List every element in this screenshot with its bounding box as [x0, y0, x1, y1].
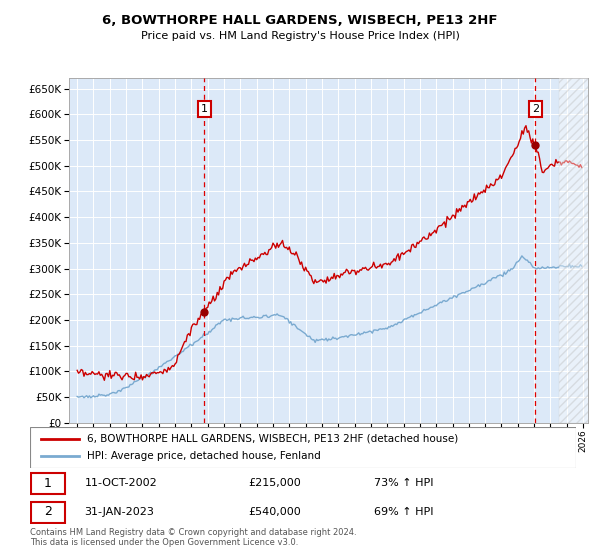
Text: 73% ↑ HPI: 73% ↑ HPI — [374, 478, 433, 488]
Text: 31-JAN-2023: 31-JAN-2023 — [85, 507, 154, 517]
Text: Price paid vs. HM Land Registry's House Price Index (HPI): Price paid vs. HM Land Registry's House … — [140, 31, 460, 41]
FancyBboxPatch shape — [31, 473, 65, 494]
Text: 1: 1 — [44, 477, 52, 489]
Text: £540,000: £540,000 — [248, 507, 301, 517]
Text: Contains HM Land Registry data © Crown copyright and database right 2024.
This d: Contains HM Land Registry data © Crown c… — [30, 528, 356, 547]
FancyBboxPatch shape — [30, 427, 576, 468]
Bar — [559, 78, 599, 423]
Text: 6, BOWTHORPE HALL GARDENS, WISBECH, PE13 2HF: 6, BOWTHORPE HALL GARDENS, WISBECH, PE13… — [102, 14, 498, 27]
Text: 1: 1 — [201, 104, 208, 114]
Text: 2: 2 — [532, 104, 539, 114]
Text: 2: 2 — [44, 505, 52, 519]
Text: HPI: Average price, detached house, Fenland: HPI: Average price, detached house, Fenl… — [88, 451, 321, 461]
FancyBboxPatch shape — [31, 502, 65, 523]
Text: 6, BOWTHORPE HALL GARDENS, WISBECH, PE13 2HF (detached house): 6, BOWTHORPE HALL GARDENS, WISBECH, PE13… — [88, 434, 458, 444]
Text: 11-OCT-2002: 11-OCT-2002 — [85, 478, 157, 488]
Text: 69% ↑ HPI: 69% ↑ HPI — [374, 507, 433, 517]
Text: £215,000: £215,000 — [248, 478, 301, 488]
